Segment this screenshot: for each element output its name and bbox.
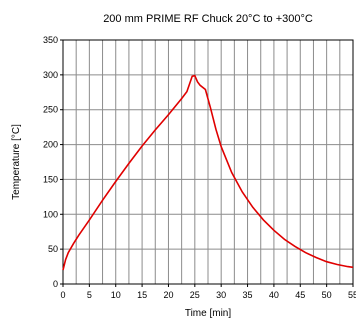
x-tick-label: 35 (243, 290, 253, 300)
x-tick-label: 10 (111, 290, 121, 300)
x-tick-label: 45 (295, 290, 305, 300)
x-tick-label: 15 (137, 290, 147, 300)
chart-title: 200 mm PRIME RF Chuck 20°C to +300°C (103, 13, 313, 25)
plot-frame (62, 39, 354, 285)
x-tick-label: 40 (269, 290, 279, 300)
x-tick-label: 30 (216, 290, 226, 300)
y-axis: 0 50 100 150 200 250 300 350 (43, 35, 63, 289)
x-tick-label: 20 (163, 290, 173, 300)
x-tick-label: 50 (322, 290, 332, 300)
grid (63, 40, 353, 284)
y-tick-label: 0 (53, 279, 58, 289)
y-tick-label: 50 (48, 244, 58, 254)
series-layer (62, 74, 354, 271)
y-tick-label: 200 (43, 140, 58, 150)
y-tick-label: 150 (43, 174, 58, 184)
y-tick-label: 300 (43, 70, 58, 80)
x-axis: 0 5 10 15 20 25 30 35 40 45 50 55 (60, 284, 356, 300)
x-tick-label: 55 (348, 290, 356, 300)
y-tick-label: 350 (43, 35, 58, 45)
y-tick-label: 250 (43, 105, 58, 115)
x-tick-label: 5 (87, 290, 92, 300)
x-axis-label: Time [min] (185, 308, 232, 319)
temperature-line (62, 74, 354, 271)
y-axis-label: Temperature [°C] (11, 124, 22, 200)
x-tick-label: 0 (60, 290, 65, 300)
x-tick-label: 25 (190, 290, 200, 300)
y-tick-label: 100 (43, 209, 58, 219)
